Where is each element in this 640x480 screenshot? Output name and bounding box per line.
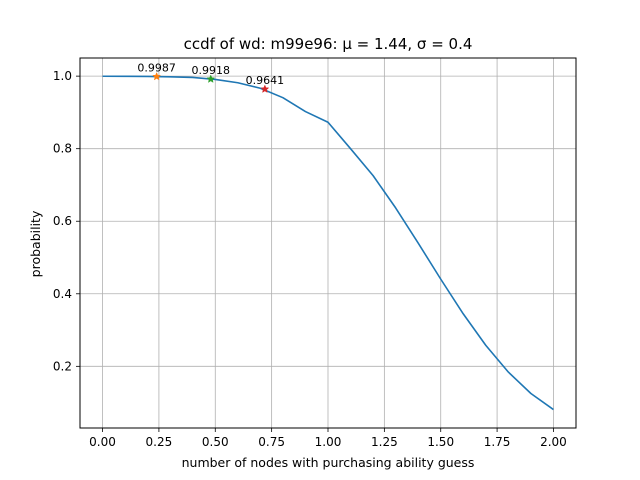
x-tick-label: 1.50 — [427, 435, 454, 449]
x-tick-label: 0.75 — [258, 435, 285, 449]
marker-value-label: 0.9918 — [192, 64, 231, 77]
x-tick-label: 1.25 — [371, 435, 398, 449]
y-tick-label: 0.8 — [53, 142, 72, 156]
marker-value-label: 0.9641 — [246, 74, 285, 87]
x-tick-label: 0.25 — [146, 435, 173, 449]
chart-title: ccdf of wd: m99e96: μ = 1.44, σ = 0.4 — [184, 35, 473, 53]
x-tick-label: 1.00 — [315, 435, 342, 449]
tick-layer: 0.00 0.25 0.50 0.75 1.00 1.25 1.50 1.75 2.00 0.2 0… — [53, 69, 567, 449]
star-marker — [260, 84, 270, 93]
series-layer — [102, 75, 554, 411]
x-tick-label: 0.00 — [89, 435, 116, 449]
y-tick-label: 1.0 — [53, 69, 72, 83]
ccdf-line — [102, 75, 554, 411]
y-tick-label: 0.6 — [53, 214, 72, 228]
star-marker — [206, 74, 216, 83]
x-tick-label: 2.00 — [540, 435, 567, 449]
marker-value-label: 0.9987 — [137, 62, 176, 75]
grid — [80, 58, 576, 428]
star-marker — [152, 71, 162, 81]
x-tick-label: 0.50 — [202, 435, 229, 449]
marker-layer: 0.9987 0.9918 0.9641 — [137, 62, 284, 93]
y-tick-label: 0.2 — [53, 359, 72, 373]
x-axis-label: number of nodes with purchasing ability … — [182, 455, 475, 470]
x-tick-label: 1.75 — [484, 435, 511, 449]
y-axis-label: probability — [28, 210, 43, 277]
y-tick-label: 0.4 — [53, 287, 72, 301]
